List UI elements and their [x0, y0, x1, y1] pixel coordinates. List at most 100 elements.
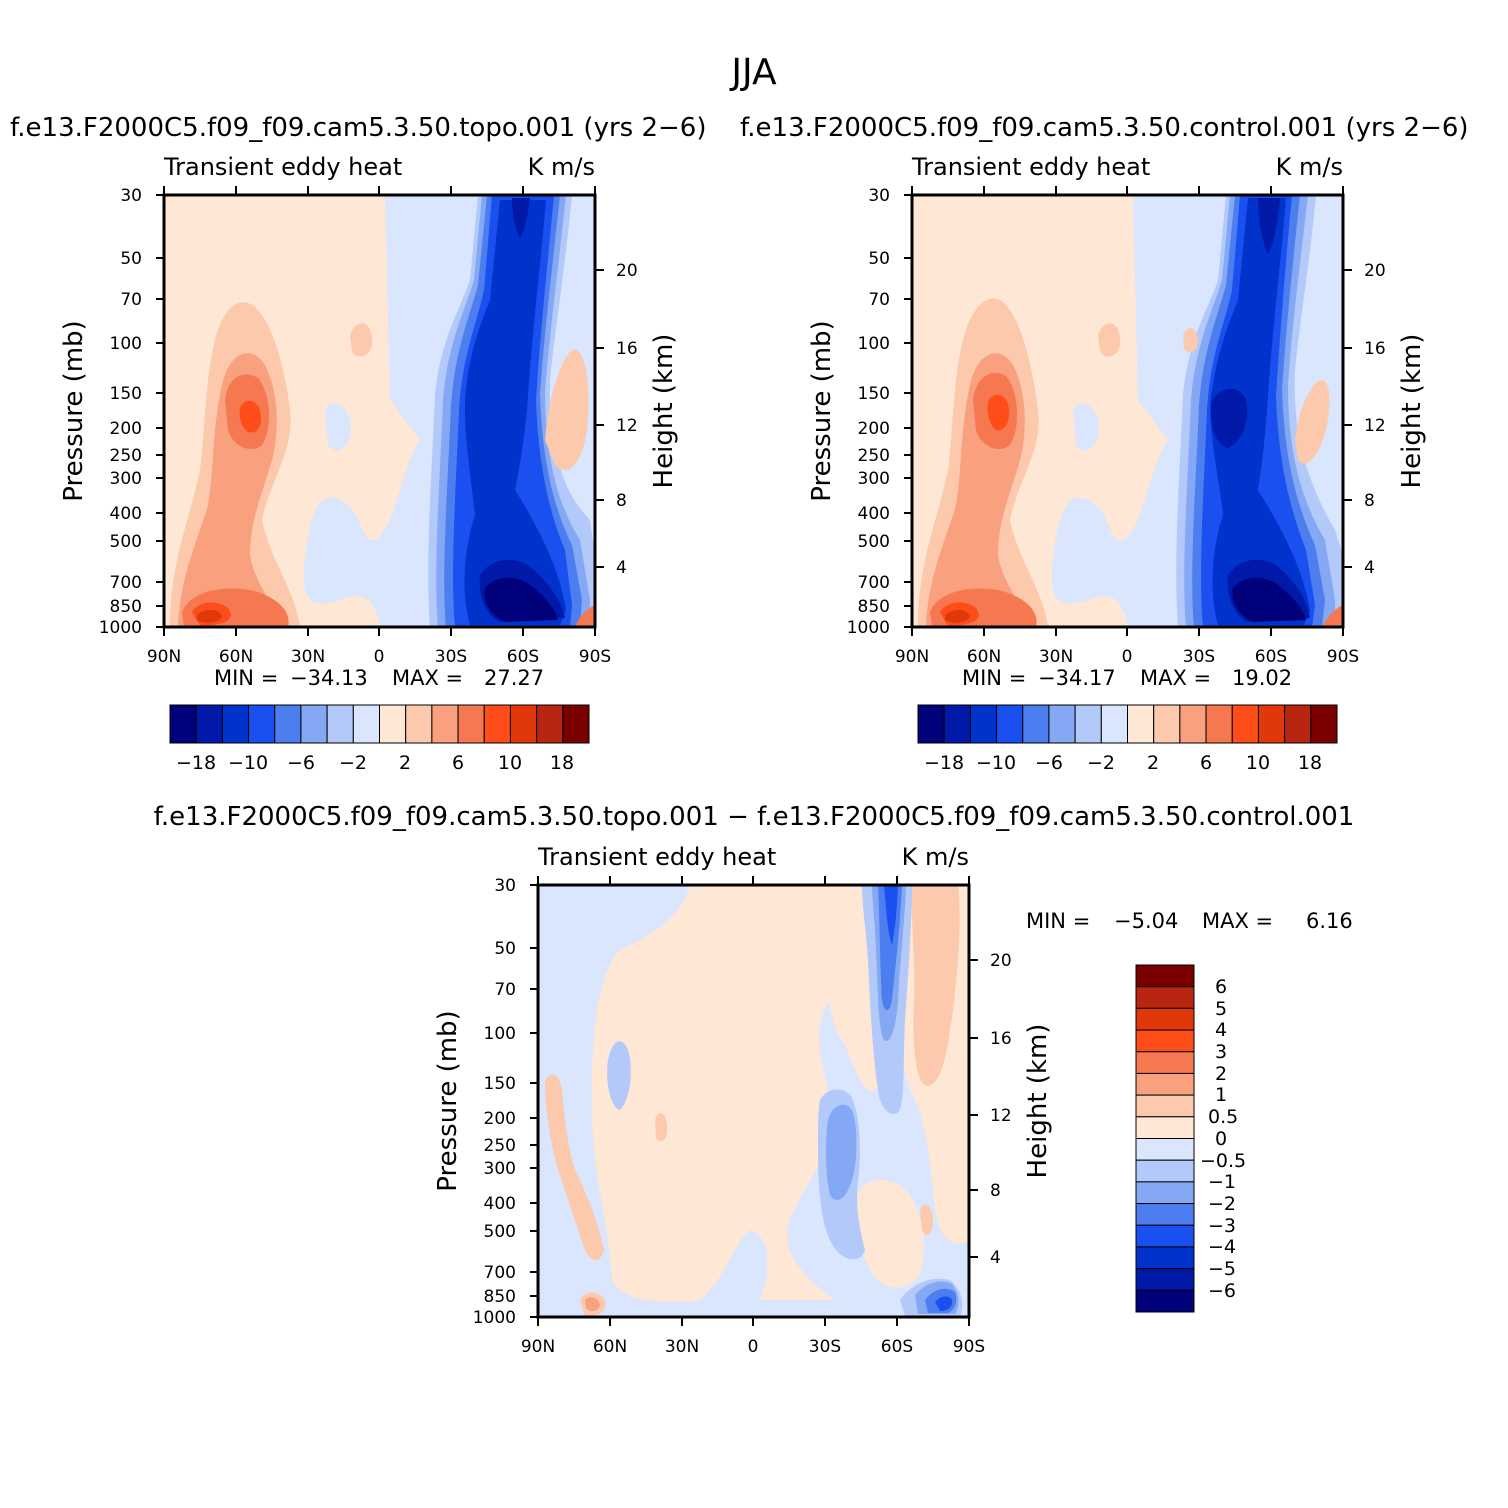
- colorbar-swatch: [1135, 1116, 1195, 1139]
- panel-title: f.e13.F2000C5.f09_f09.cam5.3.50.topo.001…: [154, 802, 1355, 832]
- colorbar-swatch: [405, 704, 433, 744]
- y-tick-label: 30: [120, 186, 142, 206]
- colorbar-labels: 6 5 4 3 2 1 0.5 0 −0.5 −1 −2 −3 −4 −5 −6: [1200, 976, 1246, 1302]
- plus2-to-plus4-region: [350, 323, 373, 357]
- colorbar-swatch: [1135, 1138, 1195, 1161]
- y-tick-label: 50: [494, 939, 516, 959]
- colorbar-swatch: [1135, 1224, 1195, 1248]
- colorbar-swatch: [1153, 704, 1181, 744]
- colorbar-swatch: [1135, 1203, 1195, 1226]
- height-tick-label: 20: [1364, 261, 1386, 281]
- colorbar-swatch: [1127, 704, 1155, 744]
- colorbar-label: −5: [1208, 1258, 1236, 1280]
- colorbar-label: 6: [1200, 752, 1212, 774]
- colorbar-swatch: [1257, 704, 1286, 744]
- y-tick-label: 150: [110, 384, 142, 404]
- colorbar-label: 2: [399, 752, 411, 774]
- colorbar-swatch: [917, 704, 945, 744]
- y-tick-label: 150: [858, 384, 890, 404]
- x-tick-label: 0: [748, 1337, 759, 1357]
- height-tick-label: 8: [616, 491, 627, 511]
- y-tick-labels: 30 50 70 100 150 200 250 300 400 500 700…: [847, 186, 890, 638]
- colorbar-swatch: [1135, 1181, 1195, 1205]
- y-tick-label: 30: [868, 186, 890, 206]
- plus-corner-region: [575, 605, 595, 627]
- colorbar-swatch: [1048, 704, 1076, 744]
- min-value: −34.13: [290, 666, 368, 690]
- min-value: −5.04: [1114, 909, 1178, 933]
- plus-small-region: [996, 597, 1008, 613]
- y-tick-label: 850: [110, 597, 142, 617]
- y-axis-right-label: Height (km): [1397, 334, 1427, 489]
- min-label: MIN =: [962, 666, 1026, 690]
- colorbar-label: 6: [452, 752, 464, 774]
- colorbar-swatch: [1135, 1246, 1195, 1270]
- panel-difference: f.e13.F2000C5.f09_f09.cam5.3.50.topo.001…: [154, 802, 1355, 1357]
- y-tick-label: 50: [120, 249, 142, 269]
- x-tick-label: 30S: [435, 647, 467, 667]
- minus-2-region: [878, 885, 902, 1011]
- minus14-to-minus18-region: [1210, 198, 1310, 625]
- plus-1-region: [545, 1074, 604, 1261]
- y-tick-label: 500: [110, 532, 142, 552]
- plus-1-region: [920, 1204, 933, 1236]
- colorbar-swatch: [1135, 1094, 1195, 1118]
- height-tick-label: 16: [616, 339, 638, 359]
- y-tick-label: 150: [484, 1074, 516, 1094]
- x-tick-label: 30S: [1183, 647, 1215, 667]
- zero-to-minus2-region: [1073, 403, 1099, 451]
- height-tick-label: 16: [1364, 339, 1386, 359]
- left-string: Transient eddy heat: [163, 153, 402, 181]
- y-tick-label: 1000: [473, 1308, 516, 1328]
- y-axis-right-label: Height (km): [649, 334, 679, 489]
- colorbar-swatch: [221, 704, 250, 744]
- colorbar-label: 4: [1215, 1019, 1227, 1041]
- x-tick-label: 60N: [593, 1337, 627, 1357]
- colorbar-label: −6: [1208, 1280, 1236, 1302]
- plus2-to-plus4-region: [545, 349, 589, 470]
- colorbar-labels: −18 −10 −6 −2 2 6 10 18: [176, 752, 574, 774]
- left-string: Transient eddy heat: [537, 843, 776, 871]
- y-tick-label: 400: [110, 504, 142, 524]
- plus-2-region: [585, 1297, 600, 1312]
- units-string: K m/s: [902, 843, 969, 871]
- x-tick-label: 90N: [521, 1337, 555, 1357]
- min-label: MIN =: [214, 666, 278, 690]
- y-tick-label: 1000: [847, 618, 890, 638]
- y-tick-label: 400: [858, 504, 890, 524]
- colorbar-label: −6: [287, 752, 315, 774]
- colorbar-label: −1: [1208, 1171, 1236, 1193]
- max-label: MAX =: [392, 666, 463, 690]
- contour-field: [538, 885, 969, 1317]
- plus14-region: [945, 609, 970, 623]
- colorbar-swatch: [536, 704, 564, 744]
- colorbar-swatch: [1135, 964, 1195, 988]
- colorbar-swatch: [943, 704, 971, 744]
- y-tick-label: 250: [110, 446, 142, 466]
- contour-field: [912, 195, 1343, 627]
- colorbar-swatch: [1022, 704, 1050, 744]
- page-title: JJA: [729, 52, 777, 93]
- minus-3-region: [935, 1296, 953, 1311]
- x-tick-label: 0: [1122, 647, 1133, 667]
- x-tick-label: 90N: [895, 647, 929, 667]
- colorbar-swatch: [509, 704, 538, 744]
- y-tick-label: 500: [484, 1222, 516, 1242]
- y-tick-label: 700: [484, 1263, 516, 1283]
- y-tick-label: 850: [858, 597, 890, 617]
- y-tick-label: 250: [484, 1136, 516, 1156]
- colorbar: [169, 704, 590, 744]
- height-tick-labels: 20 16 12 8 4: [990, 951, 1012, 1268]
- y-tick-label: 70: [494, 980, 516, 1000]
- height-tick-label: 20: [616, 261, 638, 281]
- axis-ticks: [530, 876, 978, 1326]
- minus18-to-minus22-region: [1210, 388, 1248, 448]
- colorbar-label: 2: [1147, 752, 1159, 774]
- y-tick-label: 70: [868, 290, 890, 310]
- colorbar-swatch: [195, 704, 223, 744]
- min-label: MIN =: [1026, 909, 1090, 933]
- height-tick-label: 8: [1364, 491, 1375, 511]
- colorbar-swatch: [379, 704, 407, 744]
- x-tick-labels: 90N 60N 30N 0 30S 60S 90S: [521, 1337, 985, 1357]
- x-tick-label: 60S: [1255, 647, 1287, 667]
